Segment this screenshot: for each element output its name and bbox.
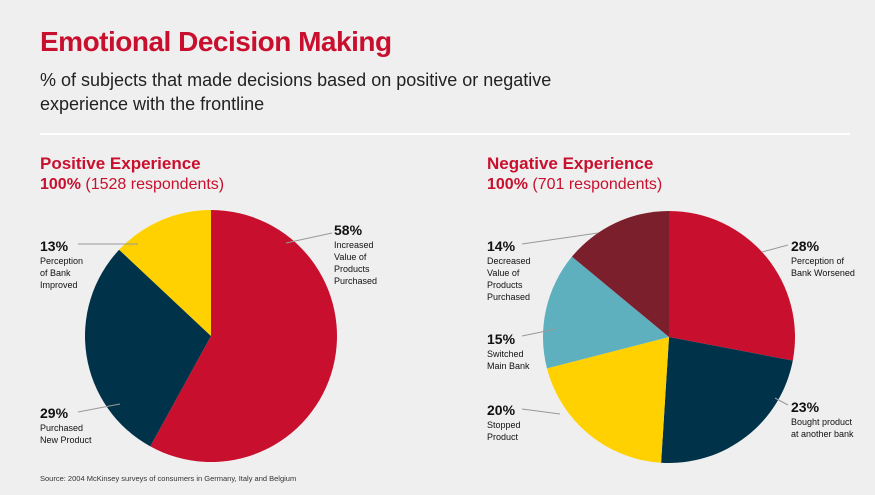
leader-line-4 (521, 328, 557, 337)
negative-slice-0 (669, 211, 796, 361)
negative-slice-2-pct: 20% (487, 402, 516, 418)
page-title: Emotional Decision Making (40, 26, 392, 57)
negative-slice-1-label: Bought product at another bank (791, 417, 854, 439)
leader-line-7 (774, 397, 789, 406)
positive-slice-2 (119, 210, 211, 336)
negative-slice-0-pct: 28% (791, 238, 820, 254)
source-note: Source: 2004 McKinsey surveys of consume… (40, 474, 297, 483)
leader-line-2 (77, 403, 121, 413)
positive-slice-1-pct: 29% (40, 405, 69, 421)
negative-slice-2 (546, 337, 669, 463)
positive-chart-total: 100% (1528 respondents) (40, 176, 224, 194)
leader-line-0 (285, 232, 333, 244)
leader-line-5 (521, 408, 561, 415)
negative-slice-2-label: Stopped Product (487, 420, 521, 442)
positive-slice-1-label: Purchased New Product (40, 423, 92, 445)
negative-slice-3-pct: 15% (487, 331, 516, 347)
negative-respondents: (701 respondents) (532, 176, 663, 193)
leader-lines (77, 232, 789, 415)
page-subtitle: % of subjects that made decisions based … (40, 70, 552, 114)
negative-slice-3-label: Switched Main Bank (487, 349, 530, 371)
negative-pie (542, 211, 796, 463)
negative-slice-4-label: Decreased Value of Products Purchased (487, 256, 531, 302)
negative-total-label: 100% (487, 176, 528, 193)
negative-slice-4 (571, 211, 669, 337)
positive-slice-0 (150, 210, 337, 462)
leader-line-6 (761, 244, 789, 253)
positive-slice-2-label: Perception of Bank Improved (40, 256, 84, 290)
positive-pie (84, 210, 337, 462)
positive-total-label: 100% (40, 176, 81, 193)
positive-respondents: (1528 respondents) (85, 176, 225, 193)
negative-slice-1 (661, 337, 793, 463)
positive-slice-0-label: Increased Value of Products Purchased (334, 240, 378, 286)
positive-slice-1 (84, 249, 211, 447)
negative-slice-1-pct: 23% (791, 399, 820, 415)
positive-slice-0-pct: 58% (334, 222, 363, 238)
negative-slice-4-pct: 14% (487, 238, 516, 254)
divider (40, 133, 850, 135)
leader-line-3 (521, 232, 599, 245)
negative-chart-total: 100% (701 respondents) (487, 176, 662, 194)
negative-slice-0-label: Perception of Bank Worsened (791, 256, 855, 278)
negative-chart-title: Negative Experience (487, 154, 654, 173)
negative-slice-3 (542, 256, 669, 369)
positive-slice-2-pct: 13% (40, 238, 69, 254)
positive-chart-title: Positive Experience (40, 154, 201, 173)
